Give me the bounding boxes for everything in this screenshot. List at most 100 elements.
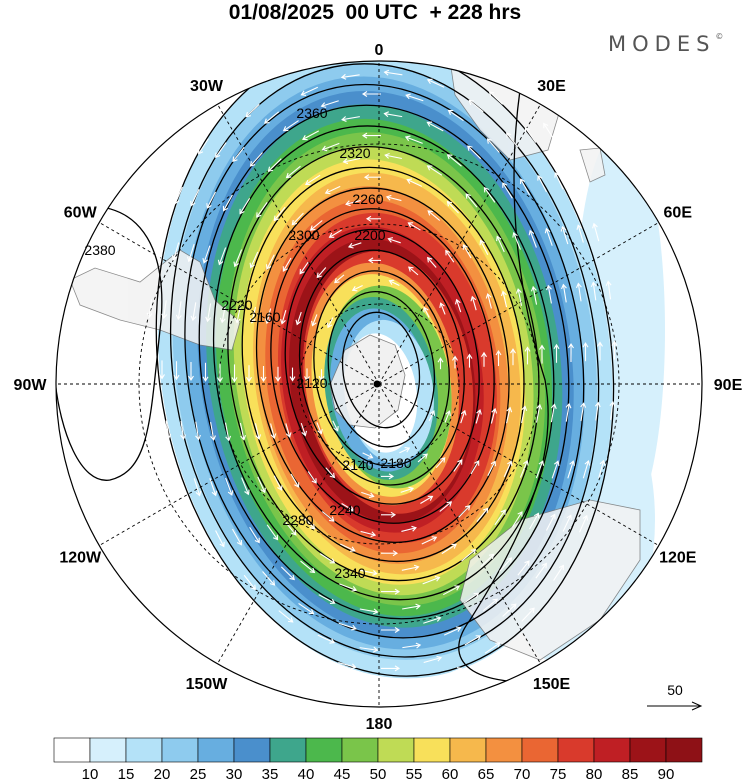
wind-vector xyxy=(146,299,153,319)
contour-label: 2140 xyxy=(342,457,373,473)
wind-vector xyxy=(264,308,272,325)
wind-vector xyxy=(441,543,457,555)
colorbar-label: 45 xyxy=(334,766,351,782)
wind-vector xyxy=(217,363,223,383)
wind-vector xyxy=(582,342,589,362)
wind-vector xyxy=(435,457,446,469)
colorbar-label: 15 xyxy=(118,766,135,782)
north-pole-marker-icon xyxy=(373,380,381,388)
colorbar-label: 65 xyxy=(478,766,495,782)
wind-vector xyxy=(198,138,209,155)
contour-label: 2260 xyxy=(352,191,383,207)
wind-vector xyxy=(190,189,200,207)
wind-vector xyxy=(339,583,358,592)
wind-vector xyxy=(193,478,202,497)
wind-vector xyxy=(224,422,232,442)
wind-vector xyxy=(546,284,552,304)
wind-vector xyxy=(490,407,498,424)
wind-vector xyxy=(444,667,463,676)
wind-vector xyxy=(512,231,521,250)
wind-vector xyxy=(568,342,574,362)
contour-label: 2200 xyxy=(354,227,385,243)
wind-vector xyxy=(181,532,191,550)
wind-vector xyxy=(553,343,560,363)
wind-vector xyxy=(249,306,256,324)
colorbar-label: 40 xyxy=(298,766,315,782)
wind-vector xyxy=(452,355,458,369)
wind-vectors xyxy=(144,69,618,691)
height-contours xyxy=(56,61,615,683)
wind-vector xyxy=(458,505,471,518)
colorbar-label: 10 xyxy=(82,766,99,782)
wind-vector xyxy=(173,361,180,381)
wind-vector xyxy=(521,607,535,622)
wind-vector xyxy=(463,592,480,604)
wind-vector xyxy=(388,279,400,287)
landmass-madagascar xyxy=(579,147,606,183)
wind-vector xyxy=(316,422,323,435)
wind-vector xyxy=(550,403,557,423)
wind-vector xyxy=(384,152,402,160)
wind-vector xyxy=(219,304,227,324)
wind-vector xyxy=(524,127,537,143)
wind-vector xyxy=(592,222,600,242)
wind-vector xyxy=(404,135,423,144)
wind-vector xyxy=(468,99,484,113)
wind-vector xyxy=(597,341,603,361)
wind-vector xyxy=(282,120,299,132)
wind-vector xyxy=(598,459,606,479)
wind-vector xyxy=(239,422,247,441)
wind-vector xyxy=(445,249,455,263)
wind-vector xyxy=(485,292,492,309)
wind-vector xyxy=(545,513,556,531)
wind-vector xyxy=(249,251,259,269)
wind-vector xyxy=(466,353,473,368)
meridian-label: 90E xyxy=(714,377,743,394)
wind-vector xyxy=(249,152,263,167)
height-contour xyxy=(241,166,525,563)
wind-vector xyxy=(325,467,336,479)
wind-vector xyxy=(361,91,381,97)
wind-vector xyxy=(417,453,428,463)
wind-vector xyxy=(575,282,582,302)
wind-vector xyxy=(470,295,477,311)
map-title: 01/08/2025 00 UTC + 228 hrs xyxy=(228,1,522,24)
wind-vector xyxy=(239,620,254,636)
brand-logo: MODES© xyxy=(608,32,723,56)
colorbar-swatch xyxy=(485,737,523,763)
wind-vector xyxy=(381,511,397,518)
colorbar-swatch xyxy=(53,737,91,763)
wind-vector xyxy=(319,553,336,564)
height-contour xyxy=(341,311,421,429)
wind-vector xyxy=(443,626,462,636)
wind-vector xyxy=(246,365,252,383)
wind-vector xyxy=(517,560,530,576)
wind-vector xyxy=(291,212,304,226)
meridian-label: 30W xyxy=(190,78,224,95)
wind-vector xyxy=(275,366,281,382)
wind-vector xyxy=(328,229,342,238)
wind-vector xyxy=(406,178,423,187)
wind-vector xyxy=(321,142,340,152)
wind-vector xyxy=(481,351,487,367)
height-contour xyxy=(169,63,600,658)
wind-vector xyxy=(381,473,395,480)
wind-vector xyxy=(519,459,529,478)
wind-vector xyxy=(515,288,523,306)
wind-vector xyxy=(605,280,612,300)
colorbar-swatch xyxy=(125,737,163,763)
wind-vector xyxy=(300,560,316,574)
wind-vector xyxy=(462,244,472,259)
wind-vector xyxy=(535,403,543,423)
wind-vector xyxy=(180,420,187,440)
wind-vector xyxy=(215,530,225,548)
wind-vector xyxy=(266,524,279,541)
wind-vector xyxy=(442,585,461,596)
wind-vector xyxy=(316,674,335,684)
wind-vector xyxy=(407,222,421,231)
wind-vector xyxy=(611,340,618,360)
wind-vector xyxy=(345,200,361,207)
wind-vector xyxy=(464,635,482,646)
wind-vector xyxy=(381,588,401,595)
wind-vector xyxy=(529,512,540,530)
